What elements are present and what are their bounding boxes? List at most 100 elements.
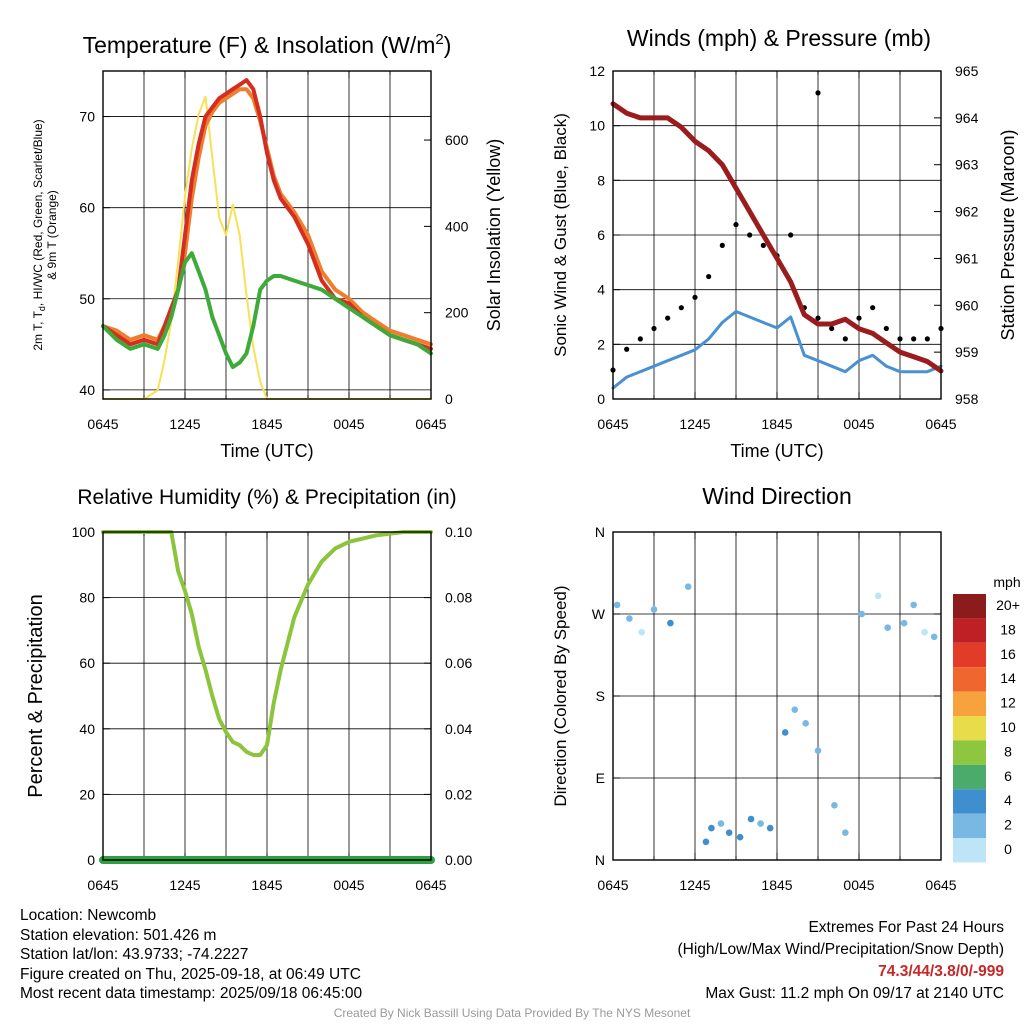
direction-point	[626, 615, 633, 622]
legend-label: 6	[1004, 768, 1012, 784]
y-axis-label: Percent & Precipitation	[25, 594, 47, 797]
y-tick-label: E	[596, 770, 605, 786]
x-tick-label: 1245	[679, 416, 710, 432]
gust-point	[651, 325, 657, 332]
location-text: Location: Newcomb	[20, 907, 157, 924]
y-axis-label: Direction (Colored By Speed)	[551, 585, 570, 806]
gust-point	[829, 325, 835, 332]
y-right-tick-label: 958	[955, 391, 979, 407]
legend-label: 4	[1004, 792, 1012, 808]
y-tick-label: 60	[79, 655, 95, 671]
legend-swatch	[953, 618, 986, 643]
gust-point	[897, 336, 903, 342]
x-tick-label: 1245	[169, 877, 200, 893]
legend-swatch	[953, 838, 986, 863]
legend-title: mph	[993, 574, 1020, 590]
y-tick-label: N	[595, 852, 605, 868]
y-axis-label: 2m T, Td, HI/WC (Red, Green, Scarlet/Blu…	[31, 119, 47, 350]
gust-point	[911, 336, 917, 342]
y-tick-label: 12	[589, 63, 605, 79]
direction-point	[842, 829, 849, 836]
x-tick-label: 0645	[415, 416, 446, 432]
x-tick-label: 0645	[87, 877, 118, 893]
latlon-text: Station lat/lon: 43.9733; -74.2227	[20, 946, 249, 963]
x-tick-label: 1245	[679, 877, 710, 893]
x-tick-label: 0645	[87, 416, 118, 432]
direction-point	[814, 747, 822, 754]
y-right-tick-label: 963	[955, 157, 979, 173]
x-tick-label: 1245	[169, 416, 200, 432]
direction-point	[667, 619, 674, 627]
y-right-axis-label: Solar Insolation (Yellow)	[484, 139, 504, 331]
y-right-tick-label: 0.04	[445, 721, 472, 737]
y-tick-label: W	[592, 606, 606, 622]
x-tick-label: 1845	[761, 877, 792, 893]
chart-title: Temperature (F) & Insolation (W/m2)	[83, 31, 452, 58]
max-gust-point	[815, 90, 821, 96]
series-line	[101, 251, 433, 370]
y-right-tick-label: 961	[955, 250, 979, 266]
legend-label: 16	[1000, 646, 1016, 662]
direction-point	[802, 720, 809, 727]
direction-point	[684, 583, 692, 590]
gust-point	[706, 273, 712, 280]
x-axis-label: Time (UTC)	[220, 441, 313, 461]
gust-point	[788, 232, 794, 238]
plot-border	[612, 70, 942, 400]
gust-point	[815, 315, 821, 321]
y-right-tick-label: 0.08	[445, 590, 472, 606]
y-right-axis-label: Station Pressure (Maroon)	[998, 129, 1018, 340]
y-right-tick-label: 959	[955, 344, 979, 360]
y-tick-label: 40	[79, 721, 95, 737]
y-tick-label: S	[596, 688, 605, 704]
y-tick-label: 60	[79, 200, 95, 216]
x-tick-label: 0645	[597, 416, 628, 432]
chart-title: Winds (mph) & Pressure (mb)	[627, 25, 931, 51]
y-right-tick-label: 400	[445, 218, 469, 234]
chart-title: Relative Humidity (%) & Precipitation (i…	[77, 486, 456, 509]
x-tick-label: 0045	[333, 877, 364, 893]
y-tick-label: 50	[79, 291, 95, 307]
y-right-tick-label: 200	[445, 305, 469, 321]
gust-point	[692, 294, 698, 300]
direction-point	[613, 601, 621, 609]
legend-swatch	[953, 813, 986, 838]
legend-label: 10	[1000, 719, 1016, 735]
direction-point	[717, 820, 725, 827]
series-line	[610, 101, 944, 374]
direction-point	[930, 633, 938, 641]
x-tick-label: 0045	[843, 416, 874, 432]
direction-point	[650, 606, 658, 613]
elevation-text: Station elevation: 501.426 m	[20, 926, 217, 944]
panel-1: Temperature (F) & Insolation (W/m2) 2m T,…	[31, 31, 504, 461]
direction-point	[884, 624, 891, 631]
extremes-values: 74.3/44/3.8/0/-999	[878, 963, 1004, 980]
gust-point	[842, 336, 848, 342]
y-tick-label: 40	[79, 382, 95, 398]
speed-legend: mph 20+ 18 16 14 12 10 8 6 4 2 0	[953, 574, 1021, 863]
panel-3: Relative Humidity (%) & Precipitation (i…	[25, 486, 472, 893]
legend-swatch	[953, 740, 986, 765]
direction-point	[910, 601, 917, 609]
x-tick-label: 1845	[761, 416, 792, 432]
direction-point	[874, 592, 882, 600]
chart-title: Wind Direction	[702, 483, 852, 509]
panel-4: Wind Direction Direction (Colored By Spee…	[551, 483, 957, 893]
y-tick-label: 10	[589, 118, 605, 134]
gust-point	[856, 315, 862, 321]
y-right-tick-label: 960	[955, 297, 979, 313]
direction-point	[766, 824, 774, 832]
legend-swatch	[953, 642, 986, 668]
direction-point	[858, 610, 866, 618]
direction-point	[638, 628, 645, 636]
legend-label: 14	[1000, 670, 1016, 686]
x-tick-label: 0645	[415, 877, 446, 893]
y-right-tick-label: 0	[445, 391, 453, 407]
direction-point	[747, 815, 755, 823]
x-tick-label: 0045	[333, 416, 364, 432]
plot-border	[102, 531, 432, 861]
x-tick-label: 0645	[925, 416, 956, 432]
y-right-tick-label: 964	[955, 110, 979, 126]
y-axis-label: Sonic Wind & Gust (Blue, Black)	[551, 113, 570, 357]
gust-point	[924, 336, 930, 342]
